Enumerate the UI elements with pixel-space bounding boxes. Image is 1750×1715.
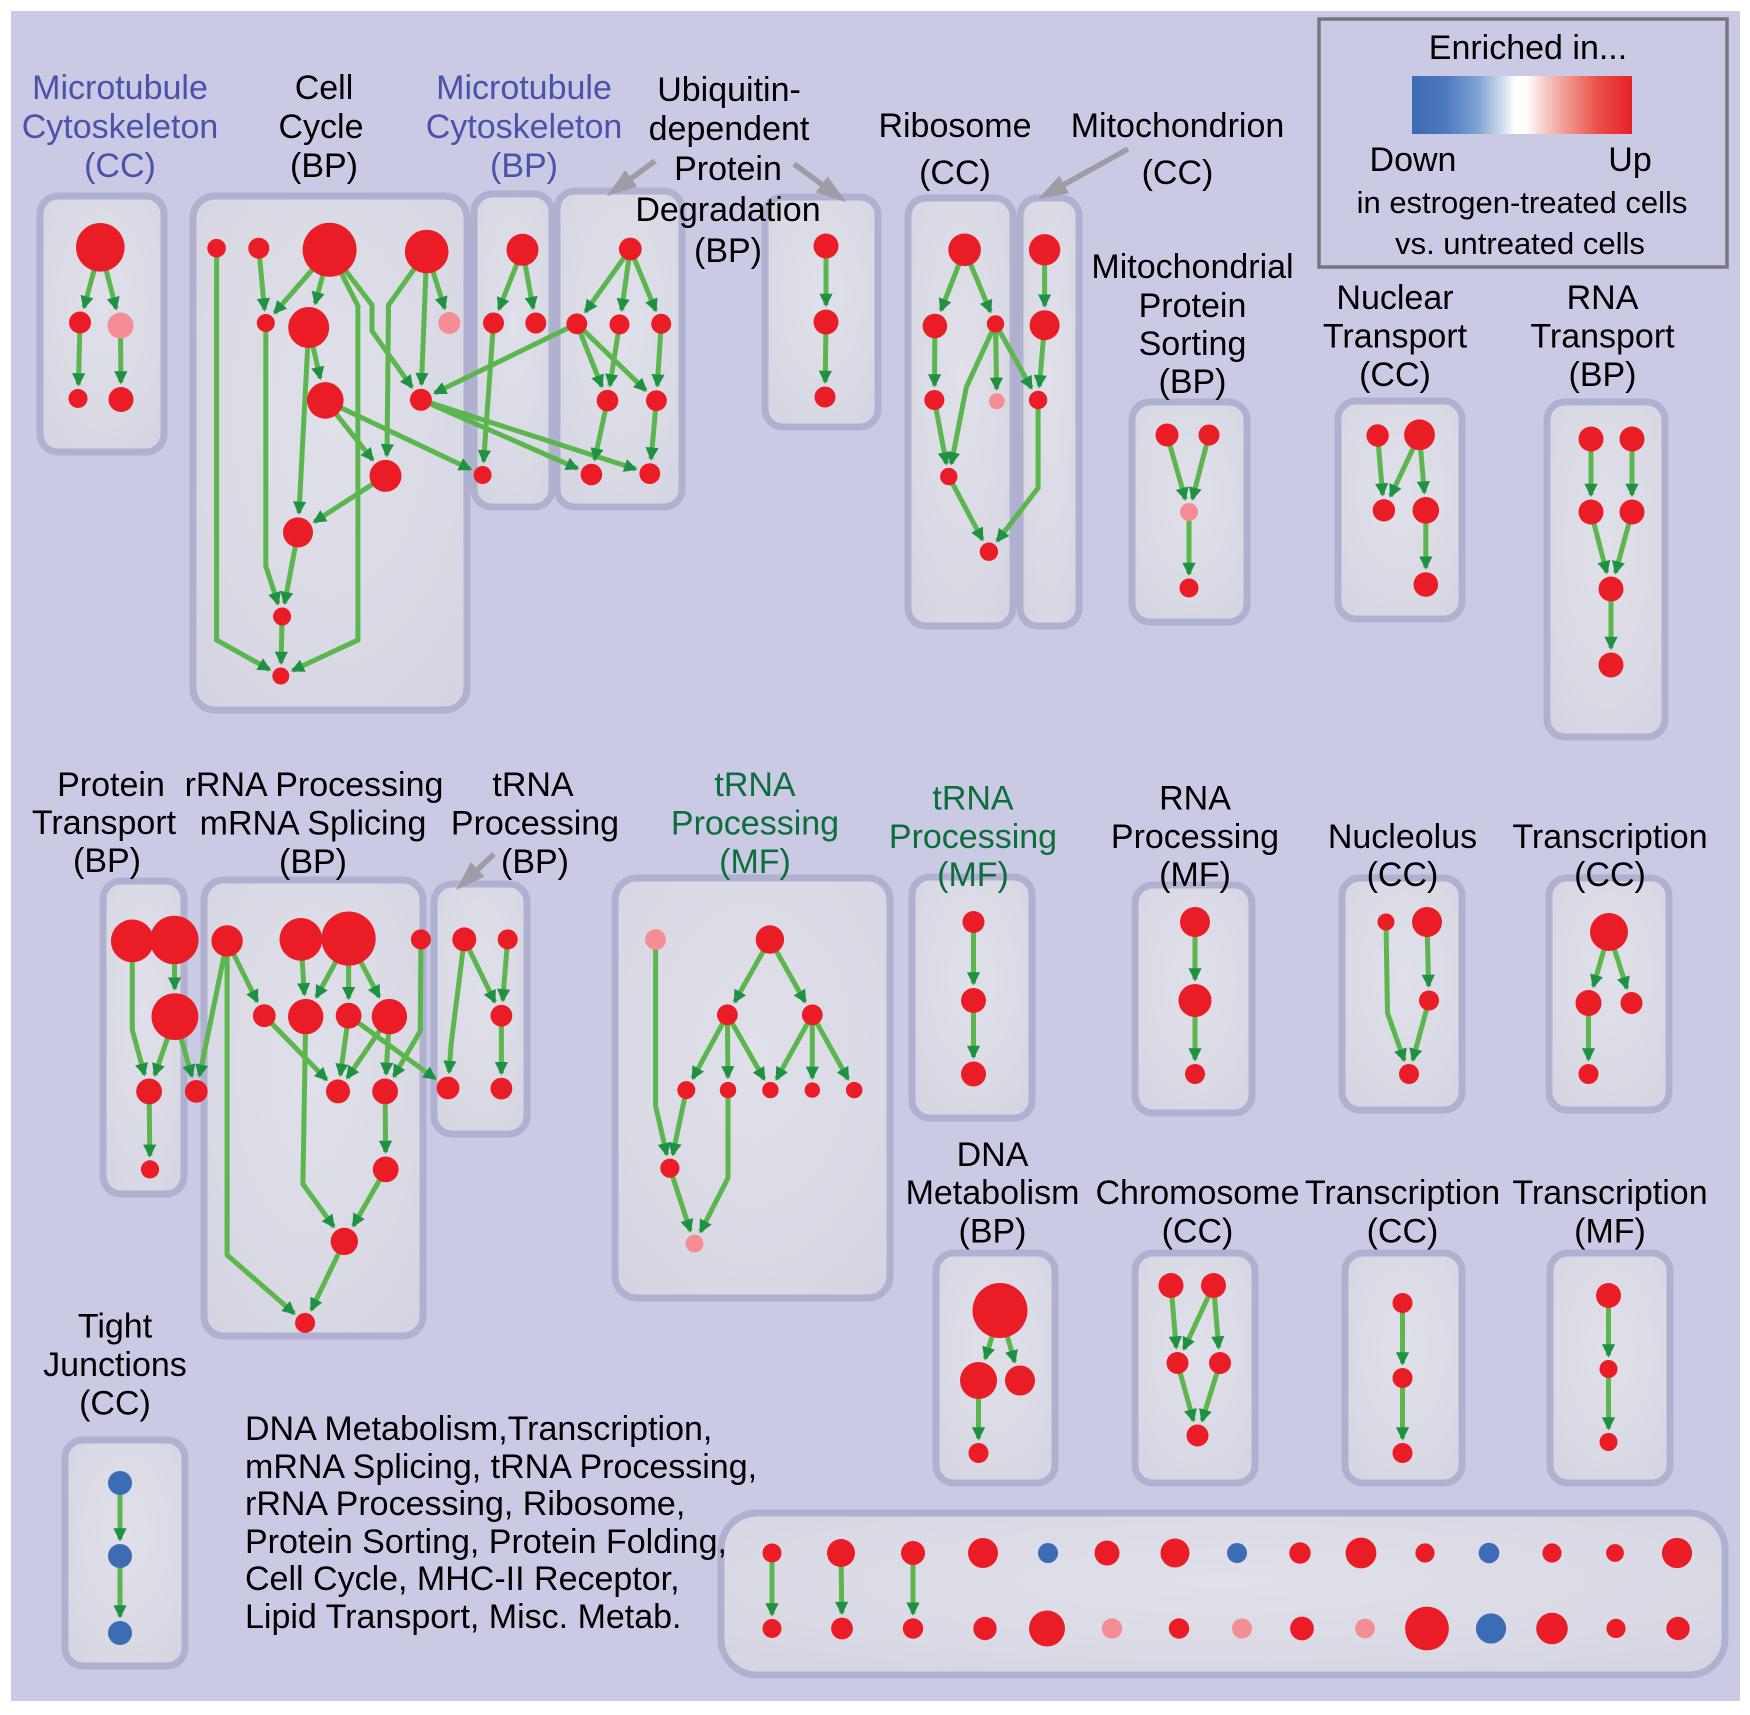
svg-text:tRNA: tRNA	[932, 780, 1014, 818]
svg-text:(CC): (CC)	[1367, 1213, 1439, 1251]
svg-text:Microtubule: Microtubule	[32, 69, 208, 107]
svg-text:(MF): (MF)	[1159, 856, 1231, 894]
svg-text:(BP): (BP)	[73, 842, 141, 880]
svg-text:Down: Down	[1370, 141, 1457, 179]
svg-text:mRNA Splicing: mRNA Splicing	[200, 805, 427, 843]
svg-text:(MF): (MF)	[937, 856, 1009, 894]
svg-text:Sorting: Sorting	[1139, 325, 1247, 363]
svg-text:(CC): (CC)	[1574, 856, 1646, 894]
svg-text:(CC): (CC)	[1142, 154, 1214, 192]
svg-text:Transcription: Transcription	[1305, 1174, 1500, 1212]
svg-text:(CC): (CC)	[79, 1385, 151, 1423]
svg-text:Processing: Processing	[451, 805, 619, 843]
svg-text:(BP): (BP)	[694, 232, 762, 270]
svg-text:Lipid Transport, Misc. Metab.: Lipid Transport, Misc. Metab.	[245, 1598, 682, 1636]
svg-text:Transport: Transport	[32, 804, 177, 842]
svg-text:RNA: RNA	[1159, 780, 1231, 818]
svg-text:(CC): (CC)	[1367, 856, 1439, 894]
svg-text:Junctions: Junctions	[43, 1346, 187, 1384]
svg-text:DNA: DNA	[957, 1136, 1029, 1174]
svg-text:(BP): (BP)	[1159, 363, 1227, 401]
svg-text:(BP): (BP)	[279, 843, 347, 881]
svg-text:rRNA Processing, Ribosome,: rRNA Processing, Ribosome,	[245, 1485, 685, 1523]
svg-text:Microtubule: Microtubule	[436, 69, 612, 107]
svg-text:dependent: dependent	[649, 110, 810, 148]
svg-text:Up: Up	[1608, 141, 1651, 179]
svg-text:(CC): (CC)	[1359, 356, 1431, 394]
svg-text:Transport: Transport	[1530, 318, 1675, 356]
svg-text:mRNA Splicing, tRNA Processing: mRNA Splicing, tRNA Processing,	[245, 1448, 757, 1486]
svg-text:(BP): (BP)	[959, 1213, 1027, 1251]
svg-text:(CC): (CC)	[1162, 1213, 1234, 1251]
svg-text:Mitochondrion: Mitochondrion	[1071, 107, 1285, 145]
svg-text:Nucleolus: Nucleolus	[1328, 818, 1477, 856]
svg-text:(CC): (CC)	[84, 147, 156, 185]
svg-text:Processing: Processing	[1111, 818, 1279, 856]
svg-text:(BP): (BP)	[1569, 356, 1637, 394]
svg-text:Protein Sorting, Protein Foldi: Protein Sorting, Protein Folding,	[245, 1523, 727, 1561]
svg-text:Cycle: Cycle	[278, 108, 363, 146]
svg-text:tRNA: tRNA	[492, 766, 574, 804]
svg-text:vs. untreated cells: vs. untreated cells	[1395, 226, 1645, 261]
svg-text:Cell Cycle, MHC-II Receptor,: Cell Cycle, MHC-II Receptor,	[245, 1560, 680, 1598]
svg-text:Transcription: Transcription	[1512, 818, 1707, 856]
svg-text:Protein: Protein	[674, 150, 782, 188]
svg-text:Chromosome: Chromosome	[1095, 1174, 1299, 1212]
svg-text:Metabolism: Metabolism	[906, 1174, 1080, 1212]
svg-text:DNA Metabolism,Transcription,: DNA Metabolism,Transcription,	[245, 1410, 712, 1448]
svg-text:Cell: Cell	[295, 69, 354, 107]
svg-text:RNA: RNA	[1567, 279, 1639, 317]
svg-text:(MF): (MF)	[1574, 1213, 1646, 1251]
svg-text:Protein: Protein	[57, 766, 165, 804]
svg-text:rRNA Processing: rRNA Processing	[185, 766, 444, 804]
svg-text:(MF): (MF)	[719, 843, 791, 881]
svg-text:Protein: Protein	[1139, 287, 1247, 325]
svg-text:Nuclear: Nuclear	[1336, 279, 1453, 317]
svg-text:Cytoskeleton: Cytoskeleton	[426, 108, 623, 146]
svg-text:Processing: Processing	[889, 818, 1057, 856]
svg-text:(BP): (BP)	[501, 843, 569, 881]
svg-text:in estrogen-treated cells: in estrogen-treated cells	[1357, 185, 1688, 220]
svg-text:Tight: Tight	[78, 1308, 153, 1346]
svg-text:(BP): (BP)	[290, 147, 358, 185]
svg-text:Cytoskeleton: Cytoskeleton	[22, 108, 219, 146]
svg-text:Transport: Transport	[1323, 318, 1468, 356]
svg-text:Degradation: Degradation	[635, 191, 820, 229]
svg-text:(CC): (CC)	[919, 154, 991, 192]
svg-text:Processing: Processing	[671, 805, 839, 843]
svg-text:Ribosome: Ribosome	[878, 107, 1031, 145]
svg-text:Mitochondrial: Mitochondrial	[1091, 248, 1293, 286]
svg-text:Enriched in...: Enriched in...	[1429, 29, 1627, 67]
svg-text:tRNA: tRNA	[714, 766, 796, 804]
svg-text:Transcription: Transcription	[1512, 1174, 1707, 1212]
svg-text:(BP): (BP)	[490, 147, 558, 185]
svg-text:Ubiquitin-: Ubiquitin-	[657, 71, 801, 109]
